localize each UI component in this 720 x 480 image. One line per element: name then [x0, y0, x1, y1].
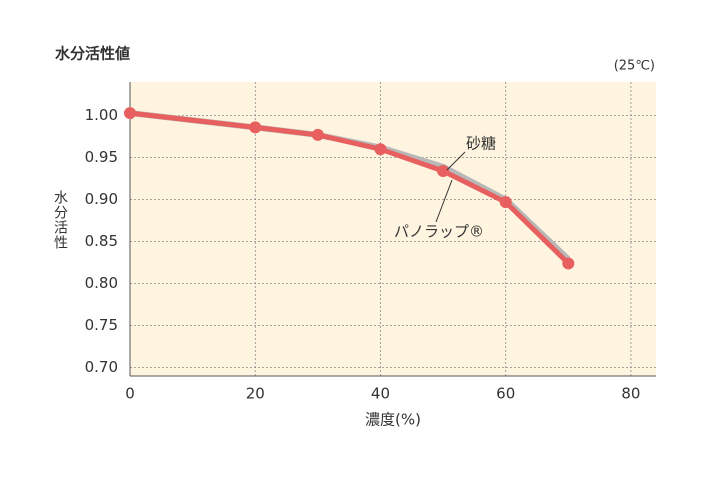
y-tick-label: 0.75 — [85, 316, 118, 334]
leader-line — [435, 179, 453, 223]
x-tick-label: 0 — [125, 385, 135, 403]
y-tick-label: 0.85 — [85, 232, 118, 250]
y-tick-label: 0.95 — [85, 148, 118, 166]
chart-title: 水分活性値 — [55, 45, 130, 63]
plot-area — [130, 82, 656, 376]
series-annotation: 砂糖 — [466, 135, 496, 153]
y-tick-label: 1.00 — [85, 106, 118, 124]
series-annotation: パノラップ® — [394, 223, 484, 241]
data-point — [311, 128, 324, 141]
x-tick-label: 80 — [621, 385, 640, 403]
data-point — [499, 196, 512, 209]
x-tick-label: 40 — [371, 385, 390, 403]
y-tick-label: 0.80 — [85, 274, 118, 292]
x-axis-label: 濃度(%) — [365, 411, 421, 429]
x-tick-label: 20 — [246, 385, 265, 403]
data-point — [374, 143, 387, 156]
data-point — [437, 165, 450, 178]
y-axis-label: 水分活性 — [52, 190, 68, 250]
y-tick-label: 0.90 — [85, 190, 118, 208]
data-point — [124, 107, 136, 120]
data-point — [249, 121, 262, 134]
y-tick-label: 0.70 — [85, 358, 118, 376]
x-tick-label: 60 — [496, 385, 515, 403]
data-point — [562, 257, 575, 270]
subtitle: (25℃) — [614, 59, 655, 74]
leader-line — [446, 151, 466, 171]
